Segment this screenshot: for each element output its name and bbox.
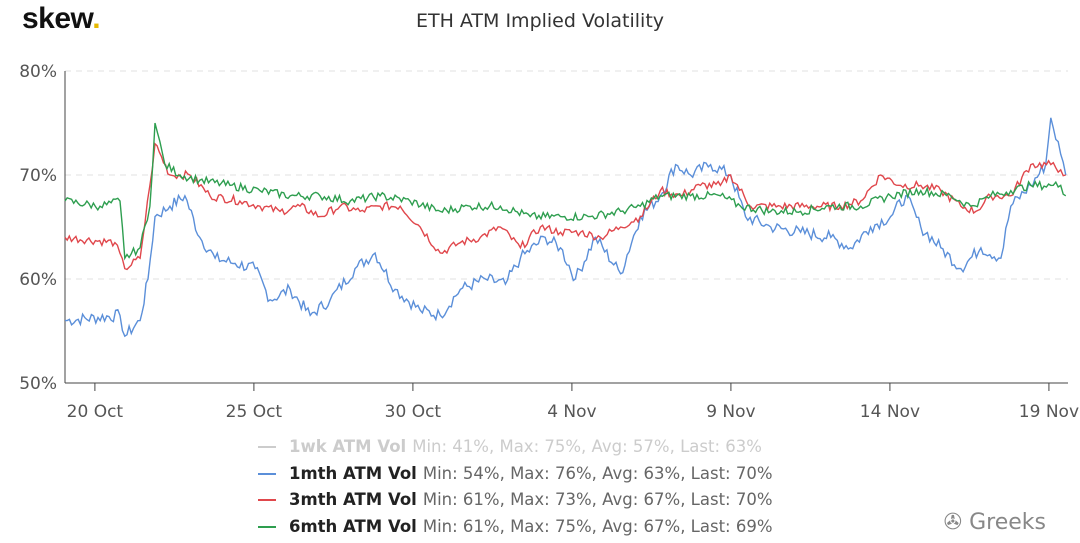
legend-series-stats: Min: 41%, Max: 75%, Avg: 57%, Last: 63% (412, 437, 762, 456)
greeks-watermark: ✇ Greeks (943, 510, 1046, 535)
series-line-6mth (64, 122, 1067, 261)
x-tick-label: 19 Nov (1019, 402, 1079, 422)
legend-series-name: 1mth ATM Vol (289, 463, 417, 483)
legend-item-1mth[interactable]: 1mth ATM Vol Min: 54%, Max: 76%, Avg: 63%… (258, 461, 773, 488)
legend-series-name: 1wk ATM Vol (289, 437, 407, 456)
legend-swatch (258, 525, 276, 528)
legend-item-1wk[interactable]: 1wk ATM Vol Min: 41%, Max: 75%, Avg: 57%,… (258, 434, 773, 461)
legend-series-stats: Min: 61%, Max: 75%, Avg: 67%, Last: 69% (422, 516, 773, 536)
legend: 1wk ATM Vol Min: 41%, Max: 75%, Avg: 57%,… (258, 434, 773, 540)
legend-item-6mth[interactable]: 6mth ATM Vol Min: 61%, Max: 75%, Avg: 67%… (258, 514, 773, 541)
x-tick-label: 20 Oct (67, 402, 124, 422)
x-tick-label: 30 Oct (385, 402, 442, 422)
y-tick-label: 80% (19, 62, 57, 82)
series-line-3mth (64, 142, 1066, 271)
x-tick-label: 14 Nov (860, 402, 920, 422)
legend-series-name: 6mth ATM Vol (289, 516, 417, 536)
skew-logo: skew. (22, 2, 101, 35)
legend-swatch (258, 446, 276, 449)
x-tick-label: 25 Oct (226, 402, 283, 422)
series-line-1mth (64, 117, 1067, 338)
legend-series-stats: Min: 61%, Max: 73%, Avg: 67%, Last: 70% (422, 490, 773, 509)
y-tick-label: 50% (19, 374, 57, 394)
legend-item-3mth[interactable]: 3mth ATM Vol Min: 61%, Max: 73%, Avg: 67%… (258, 487, 773, 514)
legend-swatch (258, 472, 276, 475)
legend-series-stats: Min: 54%, Max: 76%, Avg: 63%, Last: 70% (422, 463, 773, 483)
legend-swatch (258, 499, 276, 502)
x-tick-label: 4 Nov (547, 402, 596, 422)
legend-series-name: 3mth ATM Vol (289, 490, 417, 509)
chart-title: ETH ATM Implied Volatility (415, 10, 665, 32)
y-tick-label: 60% (19, 270, 57, 290)
x-tick-label: 9 Nov (706, 402, 755, 422)
y-tick-label: 70% (19, 166, 57, 186)
wechat-icon: ✇ (943, 510, 970, 535)
